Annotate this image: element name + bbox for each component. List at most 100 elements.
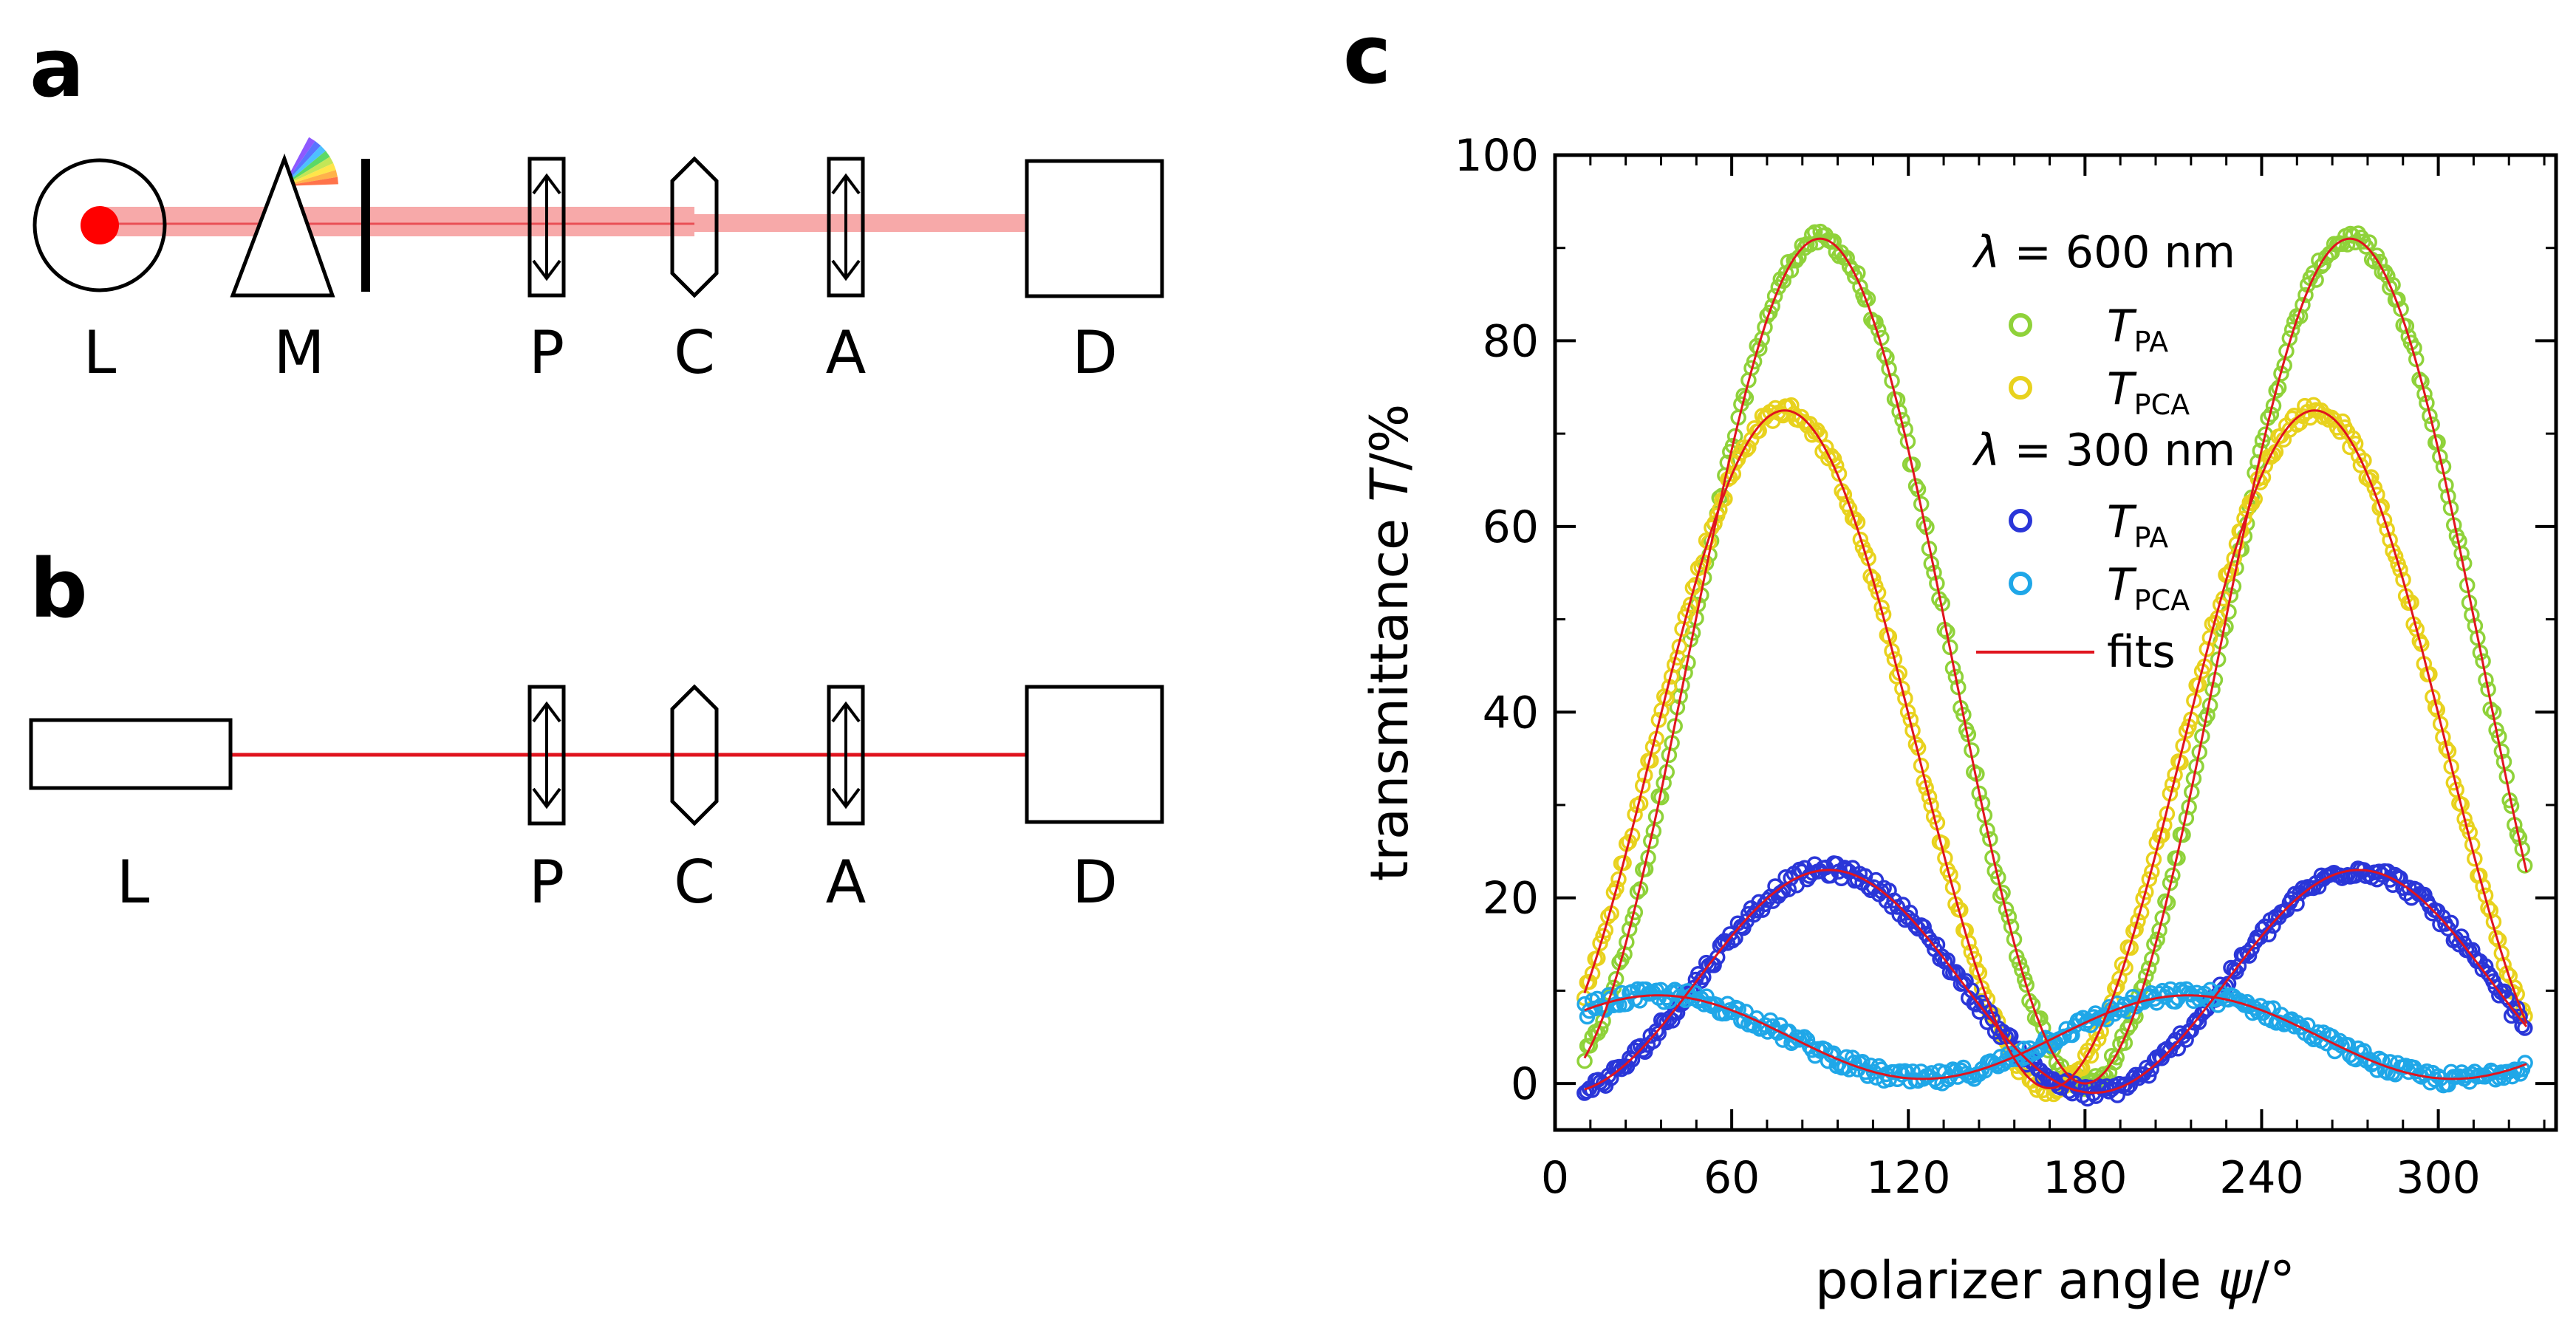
y-ticks: 0 20 40 60 80 100 — [1454, 130, 2556, 1110]
panel-a-letter: a — [30, 21, 84, 115]
data-point — [1764, 298, 1780, 315]
spectrum-band — [283, 140, 321, 186]
data-point — [2429, 702, 2446, 718]
data-point — [1746, 353, 1763, 370]
data-point — [1894, 680, 1910, 697]
legend-title-300: λ = 300 nm — [1972, 425, 2235, 476]
data-point — [2175, 738, 2191, 754]
x-tick-label: 300 — [2396, 1152, 2481, 1204]
data-point — [2416, 386, 2433, 402]
polarizer-a — [527, 157, 566, 298]
data-point — [1751, 422, 1767, 439]
data-point — [2072, 1079, 2088, 1096]
data-point — [2514, 1018, 2530, 1034]
label-a-A: A — [826, 318, 867, 387]
data-point — [1876, 346, 1893, 363]
label-b-D: D — [1072, 848, 1118, 917]
spectrum-band — [283, 145, 326, 186]
data-point — [1947, 668, 1964, 685]
y-tick-label: 20 — [1483, 873, 1539, 925]
polarizer-b-arrow-icon — [532, 701, 561, 809]
data-point — [2268, 383, 2284, 399]
panel-c-letter: c — [1343, 7, 1391, 102]
data-point — [2443, 758, 2459, 775]
data-point — [2018, 976, 2035, 993]
beam-narrow-a — [694, 214, 1027, 232]
data-point — [1608, 880, 1624, 897]
data-point — [2188, 758, 2204, 775]
chart-fits — [1583, 237, 2528, 1095]
label-b-C: C — [674, 848, 715, 917]
data-point — [1961, 934, 1977, 951]
data-point — [1847, 510, 1863, 527]
laser — [29, 718, 233, 790]
spectrum-band — [283, 170, 338, 186]
spectrum-band — [283, 162, 336, 186]
data-point — [1907, 918, 1924, 934]
x-tick-label: 180 — [2043, 1152, 2128, 1204]
data-point — [2470, 630, 2486, 646]
beam-wide-a — [100, 207, 694, 236]
fit-line-cyan — [1584, 994, 2527, 1080]
data-point — [1677, 665, 1693, 681]
data-point — [2480, 900, 2496, 917]
fit-line-green — [1583, 237, 2528, 1085]
spectrum-band — [283, 151, 330, 186]
data-point — [2014, 962, 2030, 979]
data-point — [2295, 408, 2311, 425]
legend-label-tpa-300: TPA — [2107, 496, 2168, 554]
legend-label-tpca-600: TPCA — [2107, 363, 2190, 421]
data-point — [2125, 1069, 2142, 1086]
prism — [230, 153, 335, 298]
legend: λ = 600 nm TPA TPCA λ = 300 nm TPA TPCA … — [1972, 227, 2235, 678]
data-point — [2186, 692, 2202, 709]
data-point — [2108, 978, 2125, 995]
analyser-b — [827, 685, 865, 826]
analyser-a-arrow-icon — [831, 173, 861, 281]
data-point — [1775, 273, 1791, 290]
data-point — [1979, 822, 1995, 838]
data-point — [2517, 1055, 2533, 1071]
data-point — [1608, 970, 1624, 987]
data-point — [1955, 707, 1972, 723]
data-point — [1899, 704, 1916, 720]
data-point — [1969, 962, 1985, 978]
chart-marks — [1576, 223, 2533, 1107]
data-point — [2032, 1062, 2049, 1079]
y-tick-label: 100 — [1454, 130, 1539, 182]
data-point — [2313, 258, 2330, 275]
data-point — [2144, 950, 2160, 967]
data-point — [2387, 548, 2404, 565]
data-point — [1581, 973, 1598, 990]
data-point — [2326, 411, 2343, 428]
plot-frame — [1553, 153, 2558, 1132]
data-point — [1610, 871, 1627, 888]
panel-a: a L M P C A — [30, 21, 1164, 387]
data-point — [2241, 948, 2258, 964]
label-a-D: D — [1072, 318, 1118, 387]
x-tick-label: 120 — [1866, 1152, 1951, 1204]
data-point — [2376, 512, 2393, 529]
legend-title-600: λ = 600 nm — [1972, 227, 2235, 278]
label-a-L: L — [83, 318, 117, 387]
data-point — [2140, 960, 2157, 977]
fit-line-blue — [1584, 869, 2528, 1095]
data-point — [2149, 931, 2165, 948]
data-point — [1582, 1038, 1599, 1054]
data-point — [1592, 935, 1608, 951]
y-tick-label: 80 — [1483, 315, 1539, 367]
x-tick-label: 60 — [1704, 1152, 1760, 1204]
legend-marker-tpa-300 — [2009, 509, 2032, 532]
data-point — [2456, 811, 2473, 827]
data-point — [1644, 739, 1661, 756]
data-point — [1929, 575, 1945, 592]
x-axis-label: polarizer angle ψ/° — [1815, 1250, 2295, 1311]
data-point — [2379, 521, 2395, 538]
legend-label-tpca-300: TPCA — [2107, 559, 2190, 617]
data-point — [1944, 879, 1961, 896]
data-point — [2516, 857, 2533, 874]
label-b-L: L — [117, 848, 150, 917]
data-point — [1726, 428, 1743, 445]
legend-marker-tpa-600 — [2009, 313, 2032, 337]
